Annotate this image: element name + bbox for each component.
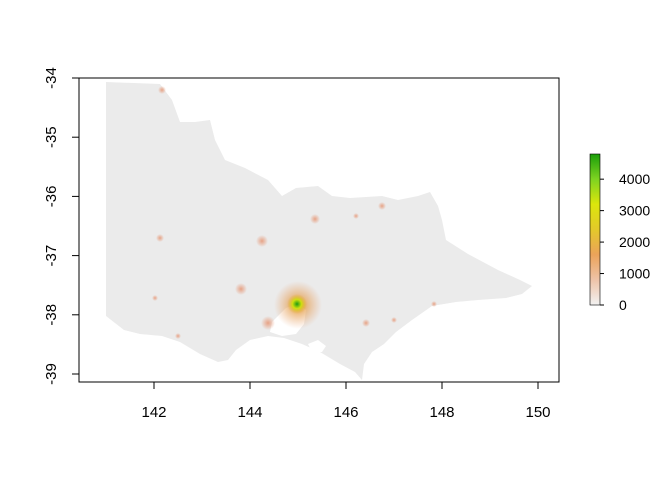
hotspots (152, 86, 437, 339)
legend-tick-label: 4000 (619, 171, 650, 187)
x-tick-label: 150 (525, 404, 550, 421)
y-tick-label: -37 (43, 245, 60, 267)
y-tick-label: -36 (43, 186, 60, 208)
legend-tick-label: 2000 (619, 234, 650, 250)
hotspot-ballarat (235, 283, 247, 295)
legend-colorbar (589, 153, 601, 306)
x-tick-label: 148 (429, 404, 454, 421)
hotspot-wodonga (378, 202, 386, 210)
y-tick-label: -39 (43, 363, 60, 385)
western-port-bay (308, 340, 326, 352)
legend-tick-label: 0 (619, 297, 627, 313)
legend: 0 1000 2000 3000 4000 (589, 153, 650, 313)
legend-ticks: 0 1000 2000 3000 4000 (600, 171, 650, 313)
legend-tick-label: 1000 (619, 266, 650, 282)
hotspot-warrnambool (175, 333, 181, 339)
hotspot-traralgon (362, 319, 370, 327)
hotspot-wangaratta (353, 213, 359, 219)
x-ticks: 142 144 146 148 150 (141, 382, 551, 421)
plot-frame (78, 77, 560, 383)
hotspot-geelong (261, 316, 275, 330)
victoria-land (106, 82, 532, 380)
y-ticks: -34 -35 -36 -37 -38 -39 (43, 67, 79, 385)
hotspot-sale (391, 317, 397, 323)
hotspot-bairnsdale (431, 301, 437, 307)
hotspot-hamilton (152, 295, 158, 301)
hotspot-horsham (156, 234, 164, 242)
legend-tick-label: 3000 (619, 203, 650, 219)
y-tick-label: -34 (43, 67, 60, 89)
hotspot-bendigo (256, 235, 268, 247)
x-tick-label: 144 (237, 404, 262, 421)
y-tick-label: -38 (43, 304, 60, 326)
hotspot-mildura (158, 86, 166, 94)
y-tick-label: -35 (43, 126, 60, 148)
hotspot-shepparton (310, 214, 320, 224)
hotspot-melbourne-core (287, 294, 307, 314)
x-tick-label: 142 (141, 404, 166, 421)
x-tick-label: 146 (333, 404, 358, 421)
